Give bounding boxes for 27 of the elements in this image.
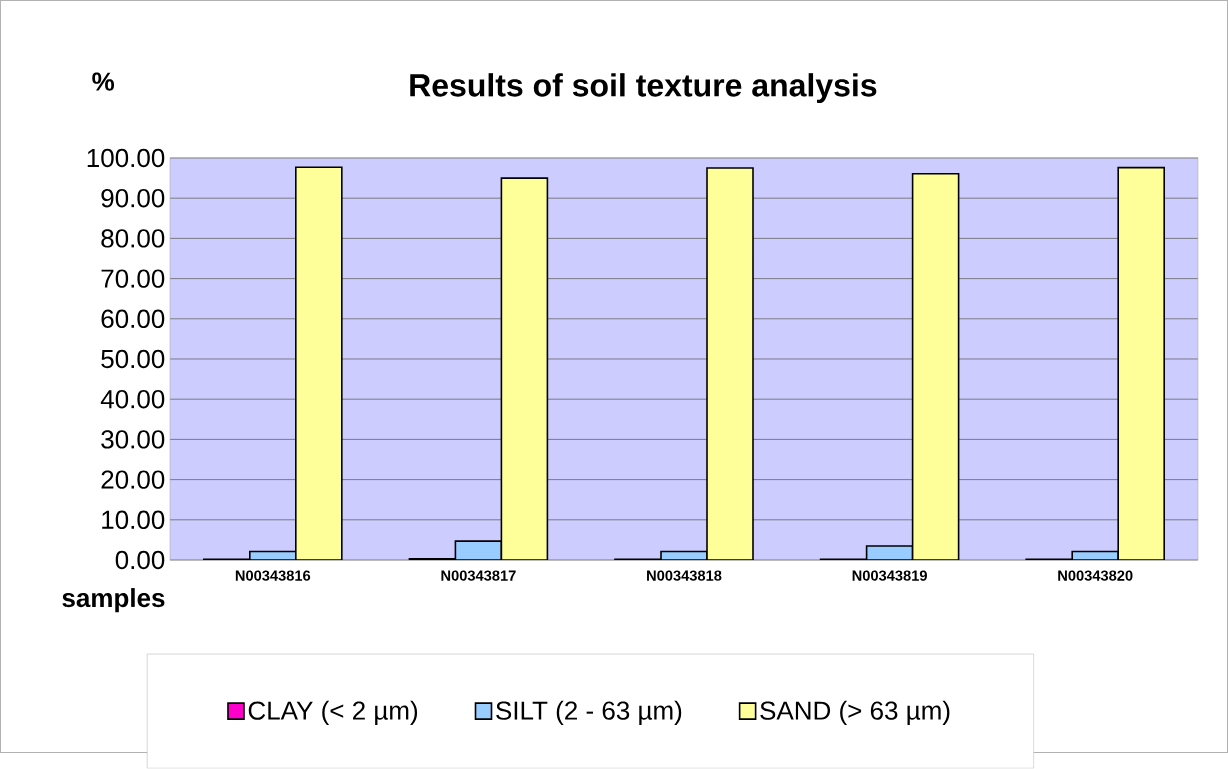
legend-label: CLAY (< 2 µm): [248, 700, 418, 726]
bar: [706, 167, 754, 561]
chart-title: Results of soil texture analysis: [410, 73, 877, 104]
bar: [911, 173, 960, 561]
legend-label: SAND (> 63 µm): [760, 700, 950, 726]
y-tick-label: 70.00: [101, 269, 165, 289]
x-tick-label: N00343817: [441, 570, 516, 582]
y-axis-title: %: [92, 72, 115, 92]
y-tick-label: 60.00: [101, 309, 165, 329]
bar: [295, 167, 342, 561]
y-tick-label: 80.00: [101, 229, 165, 248]
x-tick-label: N00343819: [852, 570, 927, 582]
y-tick-label: 90.00: [101, 189, 165, 208]
y-tick-label: 0.00: [115, 551, 165, 570]
y-tick-label: 50.00: [101, 350, 165, 369]
x-tick-label: N00343818: [647, 570, 722, 582]
legend-label: SILT (2 - 63 µm): [496, 700, 682, 726]
bar: [500, 177, 549, 561]
bar: [1117, 167, 1165, 561]
y-tick-label: 20.00: [101, 470, 165, 490]
x-axis-title: samples: [62, 588, 165, 613]
x-tick-label: N00343820: [1058, 570, 1133, 582]
y-tick-label: 10.00: [102, 510, 165, 530]
y-tick-label: 100.00: [87, 149, 165, 168]
y-tick-label: 40.00: [100, 390, 165, 409]
x-tick-label: N00343816: [235, 570, 311, 582]
y-tick-label: 30.00: [101, 430, 165, 449]
